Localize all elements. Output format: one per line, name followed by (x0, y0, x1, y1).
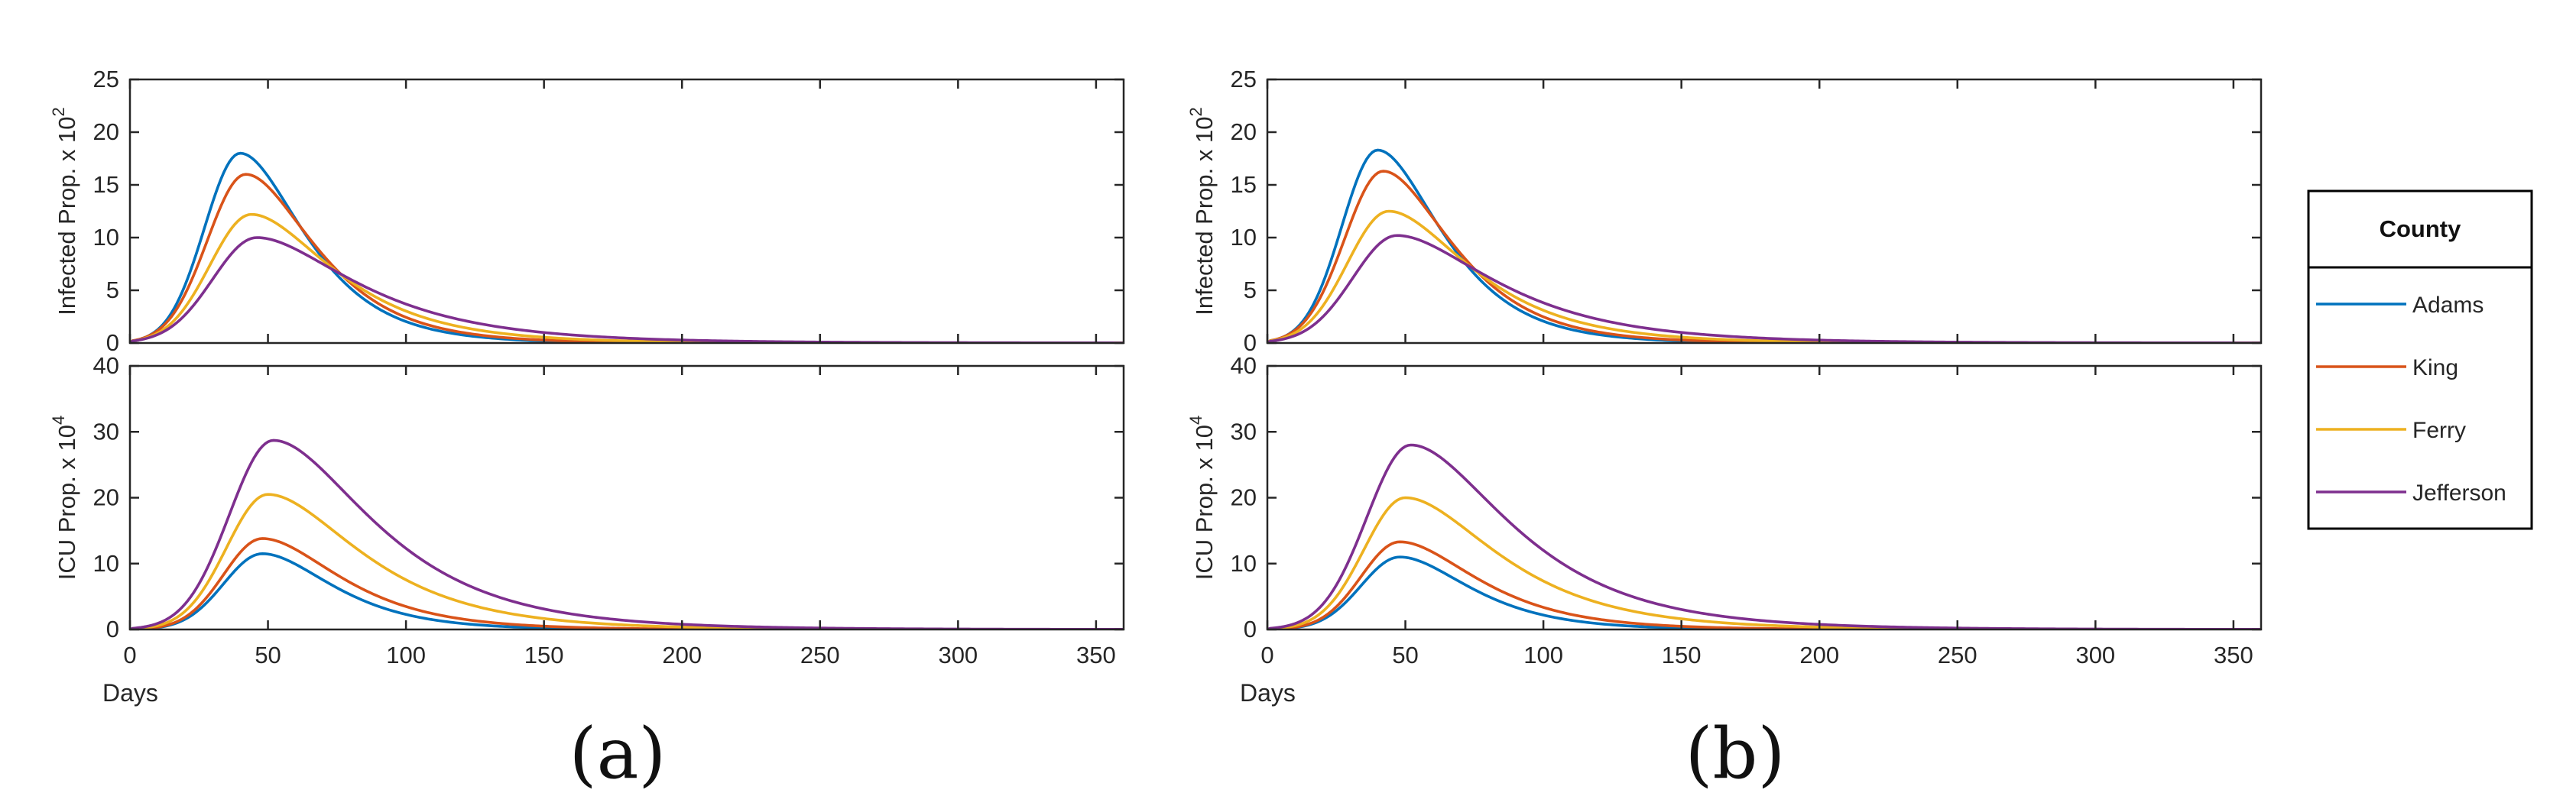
y-axis-label-exponent: 2 (1186, 107, 1205, 116)
y-axis-label-text: ICU Prop. x 10 (1191, 425, 1218, 580)
y-tick-label: 20 (93, 484, 119, 511)
subplot-b-top: 0 5 10 15 20 25 Infected Prop. x 102 (1186, 66, 2263, 356)
y-tick-label: 25 (1231, 66, 1257, 92)
x-tick-label: 300 (2075, 642, 2115, 668)
y-axis-label-text: ICU Prop. x 10 (54, 425, 80, 580)
axes-box (1266, 78, 2263, 345)
y-axis-label: ICU Prop. x 104 (49, 416, 80, 581)
y-axis-label: Infected Prop. x 102 (49, 107, 80, 315)
x-tick-label: 150 (524, 642, 564, 668)
legend-label: Ferry (2412, 418, 2466, 443)
x-tick-label: 100 (386, 642, 426, 668)
panel-label-b: (b) (1685, 713, 1786, 794)
y-tick-label: 0 (1244, 329, 1257, 356)
y-tick-label: 25 (93, 66, 119, 92)
axes-box (128, 78, 1125, 345)
y-tick-label: 10 (93, 224, 119, 251)
y-tick-label: 20 (93, 118, 119, 145)
x-tick-label: 200 (1799, 642, 1839, 668)
legend: County Adams King Ferry Jefferson (2307, 189, 2533, 530)
y-tick-label: 20 (1231, 484, 1257, 511)
y-tick-label: 30 (93, 418, 119, 445)
x-tick-label: 350 (1076, 642, 1116, 668)
x-tick-label: 200 (662, 642, 702, 668)
y-tick-label: 15 (1231, 171, 1257, 198)
y-axis-label-text: Infected Prop. x 10 (1191, 117, 1218, 316)
y-tick-label: 5 (1244, 277, 1257, 303)
y-tick-label: 40 (1231, 352, 1257, 379)
y-tick-label: 10 (93, 550, 119, 577)
y-axis-label-exponent: 4 (1186, 416, 1205, 425)
subplot-a-bottom: 0 10 20 30 40 0 50 100 150 200 250 300 350 Days ICU Pr… (49, 352, 1125, 707)
x-tick-label: 0 (123, 642, 136, 668)
y-tick-label: 0 (106, 329, 119, 356)
x-tick-label: 50 (255, 642, 281, 668)
legend-entry-king: King (2316, 355, 2458, 380)
panel-label-a: (a) (569, 713, 667, 794)
y-tick-label: 30 (1231, 418, 1257, 445)
legend-entry-ferry: Ferry (2316, 418, 2466, 443)
legend-label: Jefferson (2412, 481, 2506, 506)
x-tick-label: 300 (938, 642, 978, 668)
y-tick-label: 0 (1244, 616, 1257, 642)
legend-label: King (2412, 355, 2458, 380)
legend-entries: Adams King Ferry Jefferson (2316, 293, 2506, 506)
legend-title: County (2380, 215, 2462, 242)
y-axis-label: Infected Prop. x 102 (1186, 107, 1218, 315)
y-tick-label: 0 (106, 616, 119, 642)
x-tick-label: 100 (1523, 642, 1563, 668)
x-tick-label: 250 (1938, 642, 1977, 668)
y-axis-label-exponent: 2 (49, 107, 68, 116)
legend-box (2307, 189, 2533, 530)
x-tick-label: 350 (2214, 642, 2253, 668)
x-tick-label: 250 (800, 642, 840, 668)
y-axis-label-text: Infected Prop. x 10 (54, 117, 80, 316)
x-tick-label: 150 (1662, 642, 1702, 668)
x-tick-label: 50 (1392, 642, 1418, 668)
x-axis-label: Days (1240, 679, 1296, 707)
y-tick-label: 15 (93, 171, 119, 198)
legend-entry-adams: Adams (2316, 293, 2484, 318)
legend-entry-jefferson: Jefferson (2316, 481, 2506, 506)
y-tick-label: 40 (93, 352, 119, 379)
x-tick-label: 0 (1260, 642, 1273, 668)
subplot-b-bottom: 0 10 20 30 40 0 50 100 150 200 250 300 350 Days ICU Pr… (1186, 352, 2263, 707)
x-axis-label: Days (102, 679, 158, 707)
y-axis-label-exponent: 4 (49, 416, 68, 425)
y-tick-label: 5 (106, 277, 119, 303)
y-tick-label: 10 (1231, 550, 1257, 577)
subplot-a-top: 0 5 10 15 20 25 Infected Prop. x 102 (49, 66, 1125, 356)
y-axis-label: ICU Prop. x 104 (1186, 416, 1218, 581)
legend-label: Adams (2412, 293, 2484, 318)
y-tick-label: 10 (1231, 224, 1257, 251)
y-tick-label: 20 (1231, 118, 1257, 145)
